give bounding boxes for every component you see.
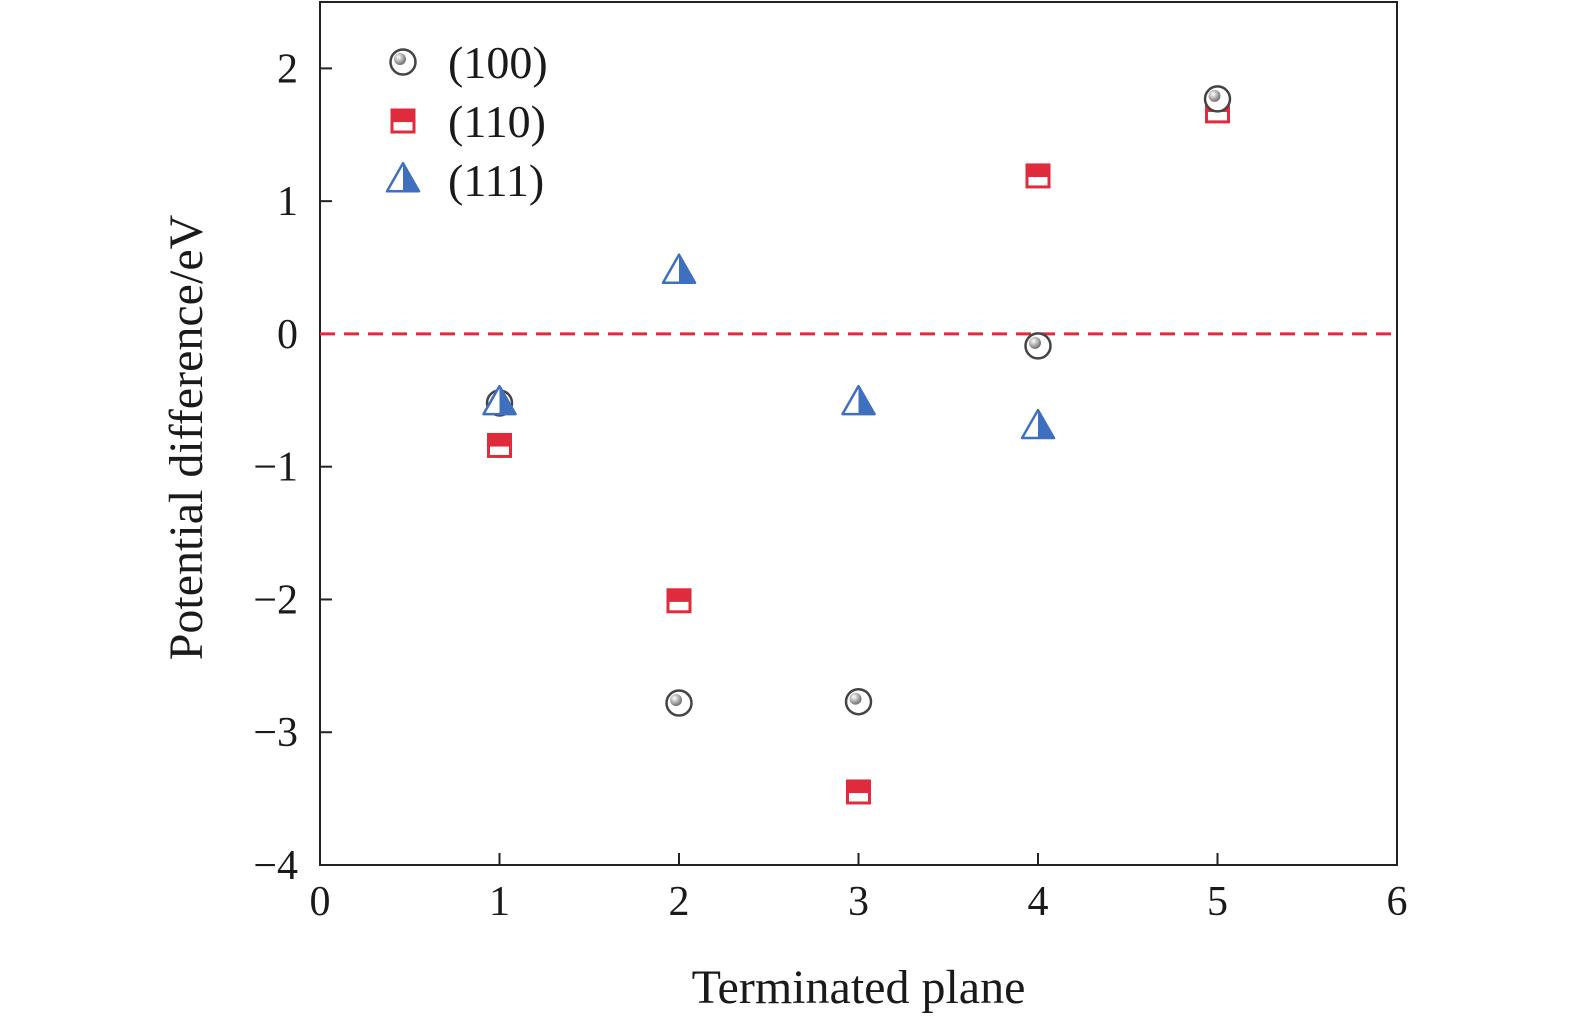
legend-label: (111) [448, 155, 544, 206]
marker-ball [670, 694, 682, 707]
data-point-triangle [841, 384, 876, 416]
legend-label: (100) [448, 37, 548, 88]
legend-label: (110) [448, 96, 546, 147]
marker-ball [849, 692, 862, 705]
data-point-triangle [1020, 408, 1056, 440]
data-point-square [846, 779, 871, 805]
marker-ball [1208, 89, 1221, 102]
legend-marker-triangle [385, 161, 421, 193]
data-point-square [666, 588, 692, 614]
x-axis-title: Terminated plane [692, 961, 1026, 1014]
y-tick-label: 1 [277, 179, 298, 225]
marker-fill [668, 589, 690, 602]
legend-marker-circle [389, 48, 417, 76]
x-tick-label: 4 [1028, 879, 1049, 925]
data-point-square [487, 432, 512, 458]
marker-fill [392, 110, 414, 123]
x-tick-label: 3 [848, 879, 869, 925]
y-tick-label: −3 [253, 710, 298, 756]
marker-fill [488, 434, 511, 447]
y-axis-title: Potential difference/eV [160, 214, 213, 660]
x-tick-label: 0 [310, 879, 331, 925]
marker-ball [1029, 336, 1041, 349]
marker-fill [499, 386, 516, 415]
y-tick-label: 2 [277, 46, 298, 92]
data-point-circle [1203, 85, 1232, 113]
data-point-square [1025, 163, 1051, 189]
x-tick-label: 6 [1387, 879, 1408, 925]
marker-fill [1038, 410, 1054, 439]
y-tick-label: −4 [253, 843, 298, 889]
data-point-triangle [661, 253, 697, 284]
data-point-circle [665, 689, 693, 717]
x-tick-label: 5 [1207, 879, 1228, 925]
y-tick-label: −2 [253, 577, 298, 623]
x-tick-label: 2 [669, 879, 690, 925]
x-tick-label: 1 [489, 879, 510, 925]
marker-fill [1027, 164, 1049, 178]
data-point-circle [1024, 332, 1052, 360]
data-point-circle [844, 687, 873, 716]
data-point-triangle [482, 384, 517, 416]
legend-marker-square [390, 108, 416, 134]
y-tick-label: −1 [253, 445, 298, 491]
marker-fill [847, 780, 870, 794]
y-tick-label: 0 [277, 312, 298, 358]
marker-fill [403, 163, 419, 192]
marker-ball [394, 53, 406, 65]
marker-fill [679, 254, 695, 283]
marker-fill [858, 386, 875, 415]
